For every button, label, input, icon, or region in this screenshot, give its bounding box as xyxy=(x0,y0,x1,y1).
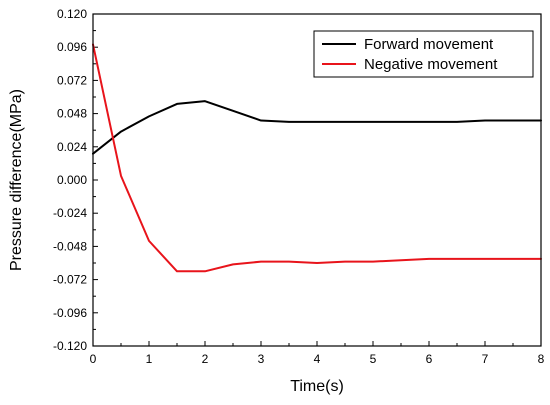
x-tick-label: 8 xyxy=(538,352,545,366)
x-tick-label: 1 xyxy=(146,352,153,366)
x-tick-label: 5 xyxy=(370,352,377,366)
y-tick-label: 0.000 xyxy=(57,173,87,187)
legend-label-forward: Forward movement xyxy=(364,36,494,53)
x-axis-ticks: 0 1 2 3 4 5 6 7 8 xyxy=(90,341,545,366)
y-tick-label: 0.072 xyxy=(57,73,87,87)
y-axis-label: Pressure difference(MPa) xyxy=(8,89,25,271)
y-axis-ticks: 0.120 0.096 0.072 0.048 0.024 0.000 -0.024 -0.0… xyxy=(53,7,98,353)
x-tick-label: 2 xyxy=(202,352,209,366)
y-tick-label: -0.072 xyxy=(53,273,87,287)
y-tick-label: 0.096 xyxy=(57,40,87,54)
series-line-negative xyxy=(92,43,542,273)
y-tick-label: -0.120 xyxy=(53,339,87,353)
y-tick-label: -0.048 xyxy=(53,239,87,253)
plot-frame xyxy=(92,13,542,347)
x-tick-label: 3 xyxy=(258,352,265,366)
y-tick-label: 0.120 xyxy=(57,7,87,21)
legend-box xyxy=(313,30,534,78)
y-tick-label: -0.024 xyxy=(53,206,87,220)
y-tick-label: 0.048 xyxy=(57,107,87,121)
y-tick-label: 0.024 xyxy=(57,140,87,154)
x-tick-label: 4 xyxy=(314,352,321,366)
legend: Forward movement Negative movement xyxy=(313,30,534,78)
series-line-forward xyxy=(92,100,542,155)
y-tick-label: -0.096 xyxy=(53,306,87,320)
x-tick-label: 7 xyxy=(482,352,489,366)
legend-label-negative: Negative movement xyxy=(364,56,498,73)
series-layer xyxy=(92,43,542,273)
x-tick-label: 0 xyxy=(90,352,97,366)
x-axis-label: Time(s) xyxy=(290,378,344,395)
x-tick-label: 6 xyxy=(426,352,433,366)
